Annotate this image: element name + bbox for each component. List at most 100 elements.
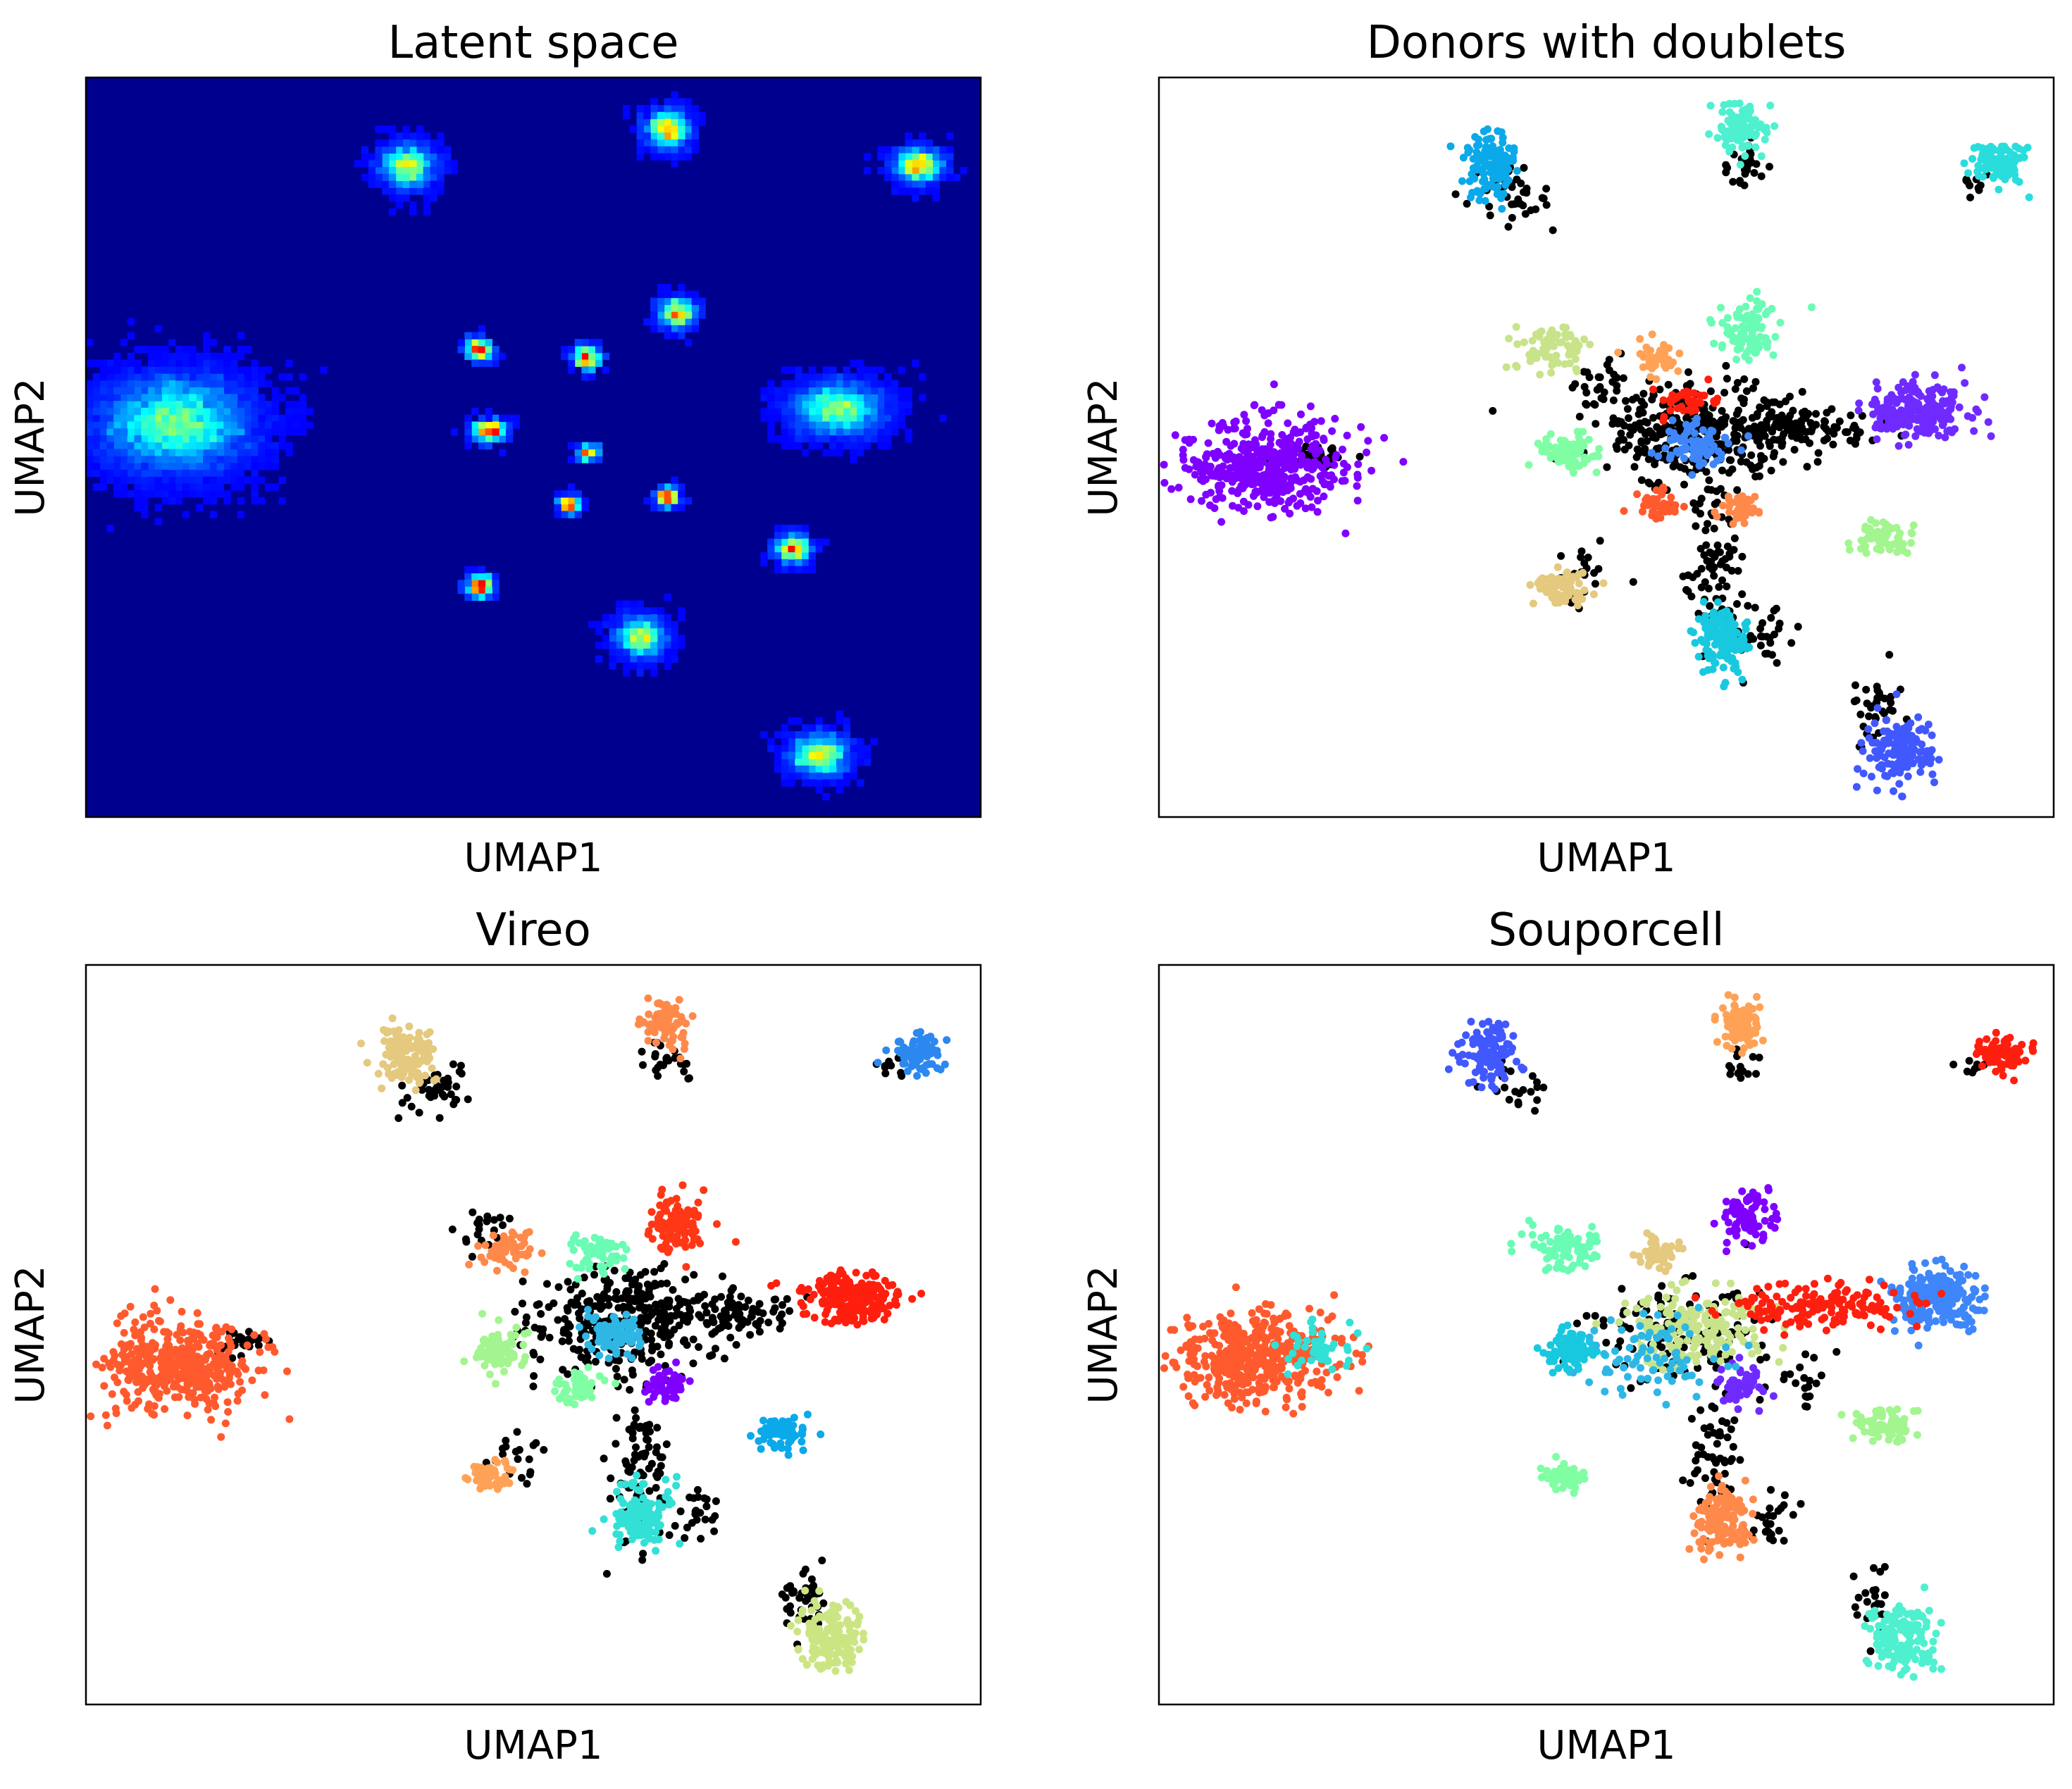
- heatmap-cell: [836, 407, 844, 416]
- heatmap-cell: [189, 387, 197, 394]
- cell-point: [1747, 342, 1756, 350]
- heatmap-cell: [244, 463, 252, 470]
- heatmap-cell: [237, 421, 245, 429]
- heatmap-cell: [636, 642, 644, 649]
- heatmap-cell: [86, 456, 94, 463]
- heatmap-cell: [251, 366, 259, 374]
- heatmap-cell: [106, 428, 114, 436]
- heatmap-cell: [237, 449, 245, 456]
- heatmap-cell: [92, 359, 101, 367]
- heatmap-cell: [891, 394, 899, 401]
- heatmap-cell: [629, 648, 638, 656]
- heatmap-cell: [815, 724, 823, 732]
- heatmap-cell: [609, 648, 616, 656]
- cell-point: [1985, 159, 1993, 168]
- heatmap-cell: [836, 772, 844, 780]
- doublet-point: [1516, 200, 1525, 208]
- cell-point: [1495, 189, 1503, 197]
- cell-point: [1529, 599, 1537, 608]
- cell-point: [1914, 713, 1923, 721]
- heatmap-cell: [106, 407, 114, 416]
- cell-point: [1318, 477, 1327, 485]
- heatmap-cell: [196, 366, 204, 374]
- heatmap-cell: [499, 421, 507, 429]
- heatmap-cell: [671, 635, 678, 642]
- heatmap-cell: [471, 435, 479, 443]
- heatmap-cell: [850, 752, 857, 759]
- heatmap-cell: [678, 146, 686, 154]
- cell-point: [1667, 361, 1675, 370]
- doublet-point: [1756, 625, 1765, 632]
- heatmap-cell: [120, 387, 128, 394]
- heatmap-cell: [395, 153, 403, 161]
- heatmap-cell: [182, 421, 190, 429]
- cell-point: [1702, 646, 1711, 654]
- heatmap-cell: [375, 160, 383, 168]
- donor-cluster: [1711, 492, 1763, 528]
- heatmap-cell: [898, 421, 906, 429]
- heatmap-cell: [168, 449, 176, 456]
- heatmap-cell: [423, 194, 431, 202]
- cell-point: [1472, 148, 1481, 156]
- density-cluster: [86, 318, 328, 532]
- heatmap-cell: [154, 421, 163, 429]
- doublet-point: [695, 1343, 703, 1351]
- heatmap-cell: [850, 407, 857, 416]
- heatmap-cell: [843, 387, 850, 394]
- heatmap-cell: [802, 772, 809, 780]
- heatmap-cell: [161, 387, 169, 394]
- heatmap-cell: [588, 346, 596, 354]
- heatmap-cell: [478, 359, 486, 367]
- doublet-point: [1596, 537, 1604, 545]
- cell-point: [1757, 152, 1766, 161]
- cell-point: [1260, 493, 1268, 501]
- heatmap-cell: [788, 765, 795, 773]
- heatmap-cell: [230, 387, 238, 394]
- heatmap-cell: [395, 146, 403, 154]
- heatmap-cell: [671, 105, 678, 113]
- doublet-point: [540, 1446, 548, 1454]
- heatmap-cell: [795, 387, 802, 394]
- heatmap-cell: [416, 173, 424, 182]
- doublet-point: [635, 1293, 643, 1302]
- heatmap-cell: [898, 146, 906, 154]
- heatmap-cell: [189, 421, 197, 429]
- heatmap-cell: [781, 724, 789, 732]
- heatmap-cell: [86, 421, 94, 429]
- heatmap-cell: [843, 772, 850, 780]
- heatmap-cell: [636, 146, 644, 154]
- cell-point: [1353, 470, 1362, 479]
- heatmap-cell: [691, 146, 700, 154]
- heatmap-cell: [808, 421, 817, 429]
- heatmap-cell: [99, 476, 107, 484]
- heatmap-cell: [134, 469, 142, 478]
- heatmap-cell: [650, 614, 658, 622]
- cell-point: [1222, 474, 1231, 482]
- heatmap-cell: [99, 414, 107, 423]
- doublet-point: [628, 1434, 637, 1442]
- heatmap-cell: [808, 401, 817, 409]
- cell-point: [1916, 768, 1925, 776]
- heatmap-cell: [154, 366, 163, 374]
- doublet-point: [1577, 547, 1586, 556]
- cell-point: [1695, 461, 1704, 470]
- heatmap-cell: [278, 476, 286, 484]
- doublet-point: [1614, 417, 1623, 425]
- cell-point: [1367, 466, 1376, 475]
- cell-point: [1291, 460, 1298, 468]
- heatmap-cell: [629, 614, 638, 622]
- heatmap-cell: [684, 125, 693, 133]
- heatmap-cell: [657, 621, 665, 629]
- doublet-point: [1851, 440, 1859, 448]
- cell-point: [1658, 503, 1667, 511]
- heatmap-cell: [175, 435, 183, 443]
- heatmap-cell: [595, 449, 603, 456]
- cell-point: [1196, 465, 1205, 473]
- heatmap-cell: [154, 476, 163, 484]
- heatmap-cell: [196, 456, 204, 463]
- doublet-point: [693, 1485, 702, 1494]
- heatmap-cell: [912, 160, 919, 168]
- heatmap-cell: [471, 421, 479, 429]
- heatmap-cell: [471, 339, 479, 347]
- plot-area: [87, 994, 951, 1675]
